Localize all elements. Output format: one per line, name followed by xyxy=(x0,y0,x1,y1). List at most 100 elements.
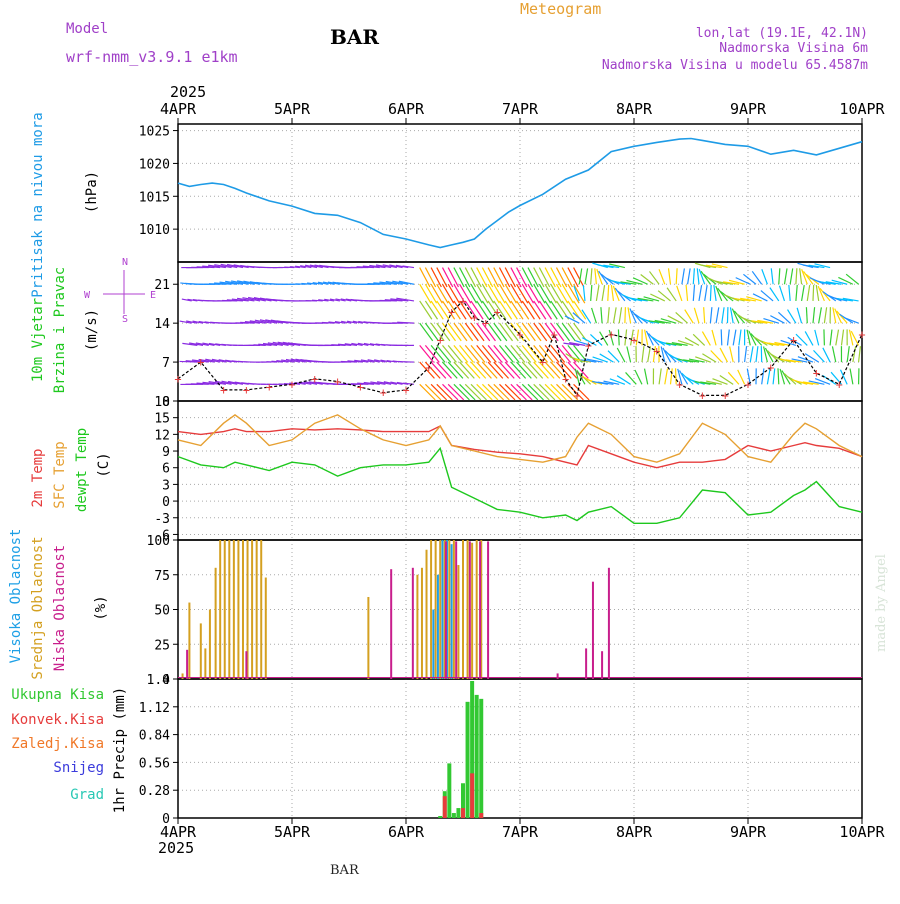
ytick-label: -3 xyxy=(154,512,170,527)
wind-gust-mark: + xyxy=(539,355,546,369)
wind-barb xyxy=(442,323,455,341)
wind-barb xyxy=(699,285,702,301)
wind-barb xyxy=(528,323,541,341)
wind-barb xyxy=(522,268,532,287)
wind-gust-mark: + xyxy=(551,327,558,341)
wind-barb xyxy=(805,354,819,362)
wind-barb xyxy=(511,284,522,303)
wind-barb xyxy=(688,268,691,284)
mid-cloud-bar xyxy=(228,540,230,679)
credit-text: made by Angel xyxy=(874,554,889,652)
ytick-label: 0.28 xyxy=(139,784,170,799)
wind-barb xyxy=(847,346,849,362)
wind-gust-mark: + xyxy=(266,380,273,394)
high-cloud-bar xyxy=(451,544,453,679)
wind-barb xyxy=(499,284,510,303)
wind-barb xyxy=(694,308,699,323)
footer-title: BAR xyxy=(330,863,360,878)
low-cloud-bar xyxy=(245,651,247,679)
wind-barb xyxy=(562,345,576,362)
precip-panel: 00.280.560.841.121.4 xyxy=(139,673,862,827)
xtick-top-label: 8APR xyxy=(616,100,653,118)
model-name: wrf-nmm_v3.9.1 e1km xyxy=(66,48,238,66)
wind-barb xyxy=(522,345,536,362)
xtick-bottom-label: 10APR xyxy=(839,823,885,841)
wind-barb xyxy=(562,284,573,303)
wind-barb xyxy=(613,286,619,301)
wind-barb xyxy=(805,331,813,345)
wind-barb xyxy=(517,284,528,303)
ytick-label: 0.56 xyxy=(139,756,170,771)
wind-barb xyxy=(704,307,705,323)
mid-cloud-bar xyxy=(256,540,258,679)
wind-barb xyxy=(448,284,459,303)
wind-barb xyxy=(534,284,545,303)
wind-gust-mark: + xyxy=(573,388,580,402)
wind-barb xyxy=(420,301,432,319)
wind-barb xyxy=(545,301,557,319)
wind-barb xyxy=(505,284,516,303)
model-elevation-text: Nadmorska Visina u modelu 65.4587m xyxy=(602,58,868,73)
wind-gust-mark: + xyxy=(357,380,364,394)
wind-barb xyxy=(505,345,519,362)
wind-barb xyxy=(642,346,644,362)
compass-w: W xyxy=(84,290,91,301)
top-year: 2025 xyxy=(170,83,206,101)
mid-cloud-ylabel: Srednja Oblacnost xyxy=(30,536,46,679)
wind-gust-mark: + xyxy=(482,316,489,330)
ytick-label: 25 xyxy=(154,638,170,653)
low-cloud-bar xyxy=(186,650,188,679)
wind-barb xyxy=(648,346,651,362)
xtick-top-label: 4APR xyxy=(160,100,197,118)
wind-barb xyxy=(702,354,716,362)
wind-gust-mark: + xyxy=(494,305,501,319)
wind-barb xyxy=(806,307,807,323)
wind-gust-mark: + xyxy=(471,311,478,325)
lonlat-text: lon,lat (19.1E, 42.1N) xyxy=(696,26,868,41)
meteogram-label: Meteogram xyxy=(520,0,601,18)
wind-barb xyxy=(665,369,668,385)
station-title: BAR xyxy=(330,25,379,49)
low-cloud-bar xyxy=(412,568,414,679)
wind-barb xyxy=(517,345,531,362)
high-cloud-bar xyxy=(441,540,443,679)
total-precip-label: Ukupna Kisa xyxy=(11,687,104,703)
ytick-label: 3 xyxy=(162,478,170,493)
total-precip-bar xyxy=(456,808,460,818)
wind-barb xyxy=(670,368,672,384)
wind-barb xyxy=(442,284,453,303)
snow-label: Snijeg xyxy=(53,760,104,776)
low-cloud-bar xyxy=(601,651,603,679)
wind-barb xyxy=(778,368,779,384)
wind-barb xyxy=(471,345,485,362)
wind-barb xyxy=(600,354,614,362)
wind-barb xyxy=(431,345,445,362)
wind-barb xyxy=(693,285,694,301)
wind-barb xyxy=(823,348,830,362)
wind-gust-mark: + xyxy=(402,383,409,397)
wind-barb xyxy=(676,312,688,323)
wind-barb xyxy=(551,301,563,319)
wind-barb xyxy=(850,369,853,385)
wind-barb xyxy=(745,346,747,362)
mid-cloud-bar xyxy=(233,540,235,679)
wind-barb xyxy=(556,345,570,362)
precip-unit: 1hr Precip (mm) xyxy=(112,687,128,813)
wind-barb xyxy=(790,268,793,284)
wind-barb xyxy=(756,346,758,362)
ytick-label: 1.4 xyxy=(147,673,171,688)
wind-barb xyxy=(784,373,796,384)
wind-barb xyxy=(720,376,733,385)
total-precip-bar xyxy=(475,695,479,818)
wind-barb xyxy=(658,291,670,301)
wind-gust-mark: + xyxy=(448,305,455,319)
compass-n: N xyxy=(122,257,128,268)
mid-cloud-bar xyxy=(219,540,221,679)
ytick-label: 21 xyxy=(154,278,170,293)
wind-barb xyxy=(562,268,572,287)
wind-barb xyxy=(608,285,609,301)
wind-barb xyxy=(488,268,498,287)
mid-cloud-bar xyxy=(260,540,262,679)
wind-barb xyxy=(716,307,719,323)
